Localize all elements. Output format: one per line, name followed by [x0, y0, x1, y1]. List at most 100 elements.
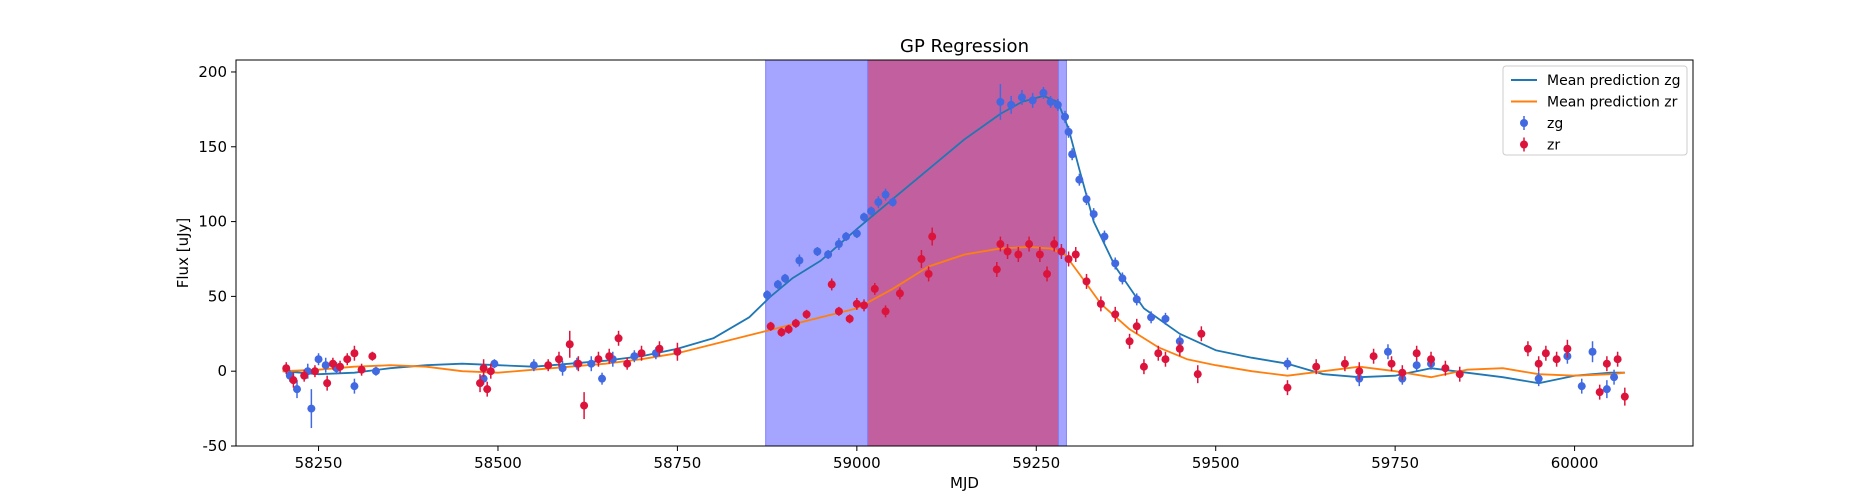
- data-point: [1340, 359, 1349, 368]
- y-tick-label: 50: [208, 287, 227, 305]
- y-tick-label: 100: [198, 213, 227, 231]
- legend-marker-swatch: [1520, 119, 1528, 127]
- data-point: [860, 301, 869, 310]
- x-tick-label: 58750: [654, 454, 702, 472]
- data-point: [1197, 329, 1206, 338]
- data-point: [544, 361, 553, 370]
- data-point: [813, 247, 822, 256]
- data-point: [483, 385, 492, 394]
- data-point: [928, 232, 937, 241]
- data-point: [623, 359, 632, 368]
- y-axis-ticks: -50 0 50 100 150 200: [198, 63, 236, 455]
- data-point: [1154, 349, 1163, 358]
- data-point: [824, 250, 833, 259]
- plot-frame: [235, 59, 1694, 447]
- data-point: [1035, 250, 1044, 259]
- series-layer: [282, 83, 1629, 429]
- data-point: [673, 347, 682, 356]
- legend-marker-swatch: [1520, 140, 1528, 149]
- data-point: [486, 367, 495, 376]
- x-tick-label: 60000: [1551, 454, 1599, 472]
- data-point: [321, 361, 330, 370]
- x-tick-label: 58250: [295, 454, 343, 472]
- data-point: [1523, 344, 1532, 353]
- data-point: [1071, 250, 1080, 259]
- data-point: [874, 198, 883, 207]
- data-point: [1100, 232, 1109, 241]
- data-point: [1552, 355, 1561, 364]
- data-point: [554, 355, 563, 364]
- data-point: [1283, 383, 1292, 392]
- data-point: [860, 213, 869, 222]
- data-point: [1610, 373, 1619, 382]
- data-point: [637, 349, 646, 358]
- data-point: [1161, 355, 1170, 364]
- legend-label: zr: [1547, 138, 1560, 154]
- data-point: [1534, 359, 1543, 368]
- data-point: [479, 364, 488, 373]
- data-point: [1613, 355, 1622, 364]
- data-point: [282, 364, 291, 373]
- y-tick-label: 0: [217, 362, 227, 380]
- data-point: [1007, 100, 1016, 109]
- legend-label: Mean prediction zg: [1547, 73, 1681, 89]
- data-point: [1412, 361, 1421, 370]
- data-point: [1068, 150, 1077, 159]
- data-point: [328, 359, 337, 368]
- data-point: [1064, 127, 1073, 136]
- shaded-region-2: [867, 59, 1060, 447]
- x-axis-label: MJD: [950, 474, 979, 492]
- data-point: [574, 359, 583, 368]
- y-axis-label: Flux [uJy]: [174, 218, 192, 288]
- data-point: [1193, 370, 1202, 379]
- data-point: [598, 374, 607, 383]
- data-point: [1089, 210, 1098, 219]
- data-point: [827, 280, 836, 289]
- data-point: [1132, 295, 1141, 304]
- y-tick-label: 200: [198, 63, 227, 81]
- data-point: [307, 404, 316, 413]
- data-point: [1082, 195, 1091, 204]
- data-point: [594, 355, 603, 364]
- data-point: [1427, 355, 1436, 364]
- data-point: [1383, 347, 1392, 356]
- data-point: [630, 352, 639, 361]
- data-point: [368, 352, 377, 361]
- data-point: [1602, 385, 1611, 394]
- data-point: [895, 289, 904, 298]
- legend-label: zg: [1547, 116, 1563, 132]
- data-point: [845, 314, 854, 323]
- data-point: [802, 310, 811, 319]
- data-point: [293, 385, 302, 394]
- data-point: [852, 229, 861, 238]
- data-point: [870, 284, 879, 293]
- data-point: [842, 232, 851, 241]
- data-point: [1161, 314, 1170, 323]
- data-point: [992, 265, 1001, 274]
- data-point: [1028, 96, 1037, 105]
- data-point: [580, 401, 589, 410]
- chart-title: GP Regression: [900, 36, 1029, 57]
- data-point: [343, 355, 352, 364]
- data-point: [1057, 247, 1066, 256]
- data-point: [1111, 259, 1120, 268]
- data-point: [1132, 322, 1141, 331]
- data-point: [350, 382, 359, 391]
- data-point: [773, 280, 782, 289]
- x-tick-label: 59500: [1192, 454, 1240, 472]
- data-point: [1283, 359, 1292, 368]
- data-point: [924, 269, 933, 278]
- data-point: [1455, 370, 1464, 379]
- data-point: [1139, 362, 1148, 371]
- data-point: [1050, 240, 1059, 249]
- data-point: [1025, 240, 1034, 249]
- data-point: [350, 349, 359, 358]
- data-point: [867, 207, 876, 216]
- data-point: [614, 334, 623, 343]
- data-point: [1046, 97, 1055, 106]
- data-point: [1595, 388, 1604, 397]
- x-tick-label: 59000: [833, 454, 881, 472]
- x-tick-label: 58500: [474, 454, 522, 472]
- x-tick-label: 59750: [1371, 454, 1419, 472]
